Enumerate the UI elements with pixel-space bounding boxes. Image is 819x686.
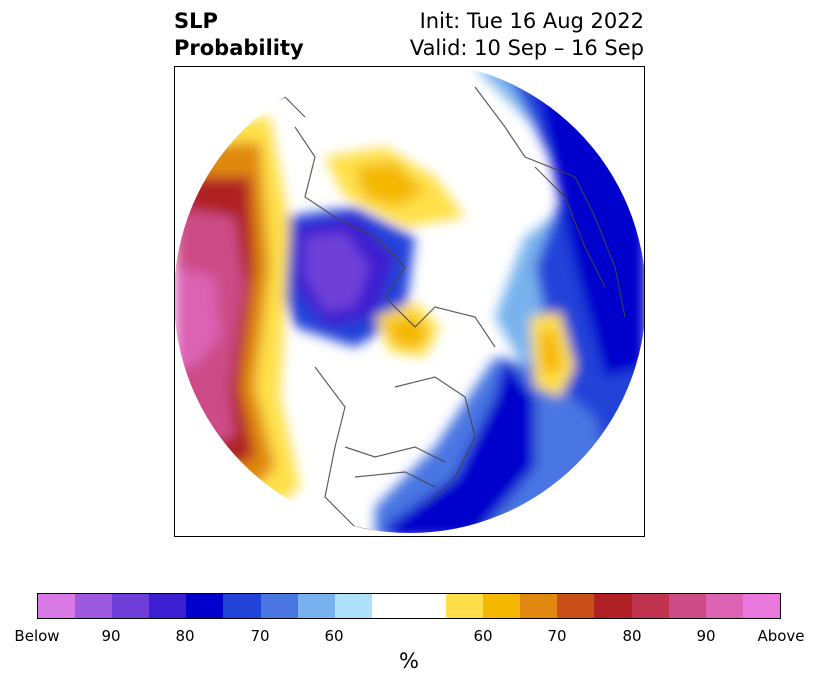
colorbar — [37, 593, 781, 619]
colorbar-segment — [705, 594, 743, 618]
valid-date: Valid: 10 Sep – 16 Sep — [409, 36, 644, 60]
polar-map — [175, 67, 644, 533]
colorbar-tick-label: 70 — [250, 627, 270, 645]
colorbar-segment — [446, 594, 484, 618]
colorbar-segment — [520, 594, 558, 618]
colorbar-tick-label: 90 — [696, 627, 716, 645]
colorbar-segment — [223, 594, 261, 618]
colorbar-segment — [38, 594, 76, 618]
colorbar-segment — [112, 594, 150, 618]
probability-field — [175, 67, 644, 533]
colorbar-tick-label: 90 — [101, 627, 121, 645]
title-line-2: Probability — [174, 36, 304, 60]
colorbar-segment — [75, 594, 113, 618]
colorbar-tick-label: 70 — [547, 627, 567, 645]
colorbar-segment — [260, 594, 298, 618]
colorbar-tick-label: 60 — [324, 627, 344, 645]
colorbar-segment — [483, 594, 521, 618]
colorbar-tick-label: Above — [757, 627, 805, 645]
colorbar-segment — [186, 594, 224, 618]
colorbar-segment — [594, 594, 632, 618]
colorbar-segment — [297, 594, 335, 618]
colorbar-segment — [668, 594, 706, 618]
colorbar-segment — [371, 594, 447, 618]
colorbar-tick-label: Below — [14, 627, 60, 645]
coastlines — [234, 86, 626, 533]
colorbar-segment — [149, 594, 187, 618]
colorbar-unit: % — [399, 649, 419, 673]
date-info: Init: Tue 16 Aug 2022 Valid: 10 Sep – 16… — [410, 8, 644, 62]
colorbar-segment — [334, 594, 372, 618]
colorbar-segment — [557, 594, 595, 618]
map-frame — [174, 66, 645, 537]
colorbar-tick-label: 60 — [473, 627, 493, 645]
colorbar-segment — [631, 594, 669, 618]
title-line-1: SLP — [174, 9, 218, 33]
colorbar-segment — [742, 594, 780, 618]
init-date: Init: Tue 16 Aug 2022 — [419, 9, 644, 33]
chart-title: SLP Probability — [174, 8, 304, 62]
colorbar-tick-label: 80 — [622, 627, 642, 645]
colorbar-tick-label: 80 — [175, 627, 195, 645]
